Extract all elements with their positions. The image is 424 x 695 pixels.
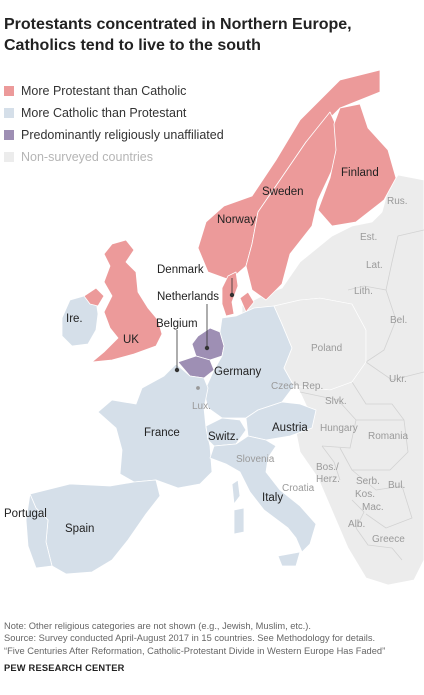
legend-label-catholic: More Catholic than Protestant [21,106,187,120]
label-luxembourg: Lux. [192,401,211,412]
label-romania: Romania [368,431,408,442]
label-italy: Italy [262,492,283,504]
label-albania: Alb. [348,519,365,530]
label-slovakia: Slvk. [325,396,347,407]
label-bosnia-line1: Bos./ [316,462,339,473]
label-russia: Rus. [387,196,408,207]
leader-dot-luxembourg [196,386,200,390]
region-switzerland [205,417,247,447]
legend-swatch-protestant [4,86,14,96]
label-croatia: Croatia [282,483,315,494]
label-germany: Germany [214,366,262,378]
legend-swatch-unaffiliated [4,130,14,140]
label-kosovo: Kos. [355,489,375,500]
label-sweden: Sweden [262,186,304,198]
region-uk [91,239,163,363]
label-france: France [144,427,180,439]
legend-label-protestant: More Protestant than Catholic [21,84,187,98]
footer-brand: PEW RESEARCH CENTER [4,662,125,673]
footer-report: “Five Centuries After Reformation, Catho… [4,645,386,656]
region-sicily [277,551,301,567]
label-belgium: Belgium [156,318,198,330]
region-portugal [25,493,53,569]
label-bosnia: Bos./ Herz. [316,462,342,485]
label-poland: Poland [311,343,342,354]
legend-label-unaffiliated: Predominantly religiously unaffiliated [21,128,224,142]
legend-swatch-non-surveyed [4,152,14,162]
label-serbia: Serb. [356,476,380,487]
label-slovenia: Slovenia [236,454,275,465]
legend-swatch-catholic [4,108,14,118]
legend-item-non-surveyed: Non-surveyed countries [4,146,224,168]
label-latvia: Lat. [366,260,383,271]
chart-title: Protestants concentrated in Northern Eur… [4,16,352,54]
region-denmark [221,271,239,317]
region-corsica [231,479,241,505]
footer: Note: Other religious categories are not… [4,620,422,674]
label-macedonia: Mac. [362,502,384,513]
label-denmark: Denmark [157,264,204,276]
label-czech: Czech Rep. [271,381,323,392]
label-lithuania: Lith. [354,286,373,297]
legend-item-protestant: More Protestant than Catholic [4,80,224,102]
label-uk: UK [123,334,139,346]
label-spain: Spain [65,523,94,535]
label-switzerland: Switz. [208,431,239,443]
label-estonia: Est. [360,232,377,243]
label-ireland: Ire. [66,313,83,325]
region-northern-ireland [83,287,105,307]
label-greece: Greece [372,534,405,545]
region-poland [273,297,367,391]
region-denmark-islands [239,291,255,313]
region-russia-border [299,229,424,561]
label-bosnia-line2: Herz. [316,474,340,485]
label-finland: Finland [341,167,379,179]
region-germany [203,305,295,419]
legend-item-catholic: More Catholic than Protestant [4,102,224,124]
region-sardinia [233,507,245,535]
europe-map: Finland Sweden Norway Denmark Netherland… [4,69,424,586]
label-norway: Norway [217,214,256,226]
region-italy [209,435,317,553]
label-netherlands: Netherlands [157,291,219,303]
region-finland [317,103,397,227]
footer-source: Source: Survey conducted April-August 20… [4,633,376,644]
footer-note: Note: Other religious categories are not… [4,621,311,631]
label-ukraine: Ukr. [389,374,407,385]
leader-dot-netherlands [204,345,210,351]
legend: More Protestant than Catholic More Catho… [4,80,224,168]
leader-dot-belgium [174,367,180,373]
legend-item-unaffiliated: Predominantly religiously unaffiliated [4,124,224,146]
label-austria: Austria [272,422,308,434]
label-portugal: Portugal [4,508,47,520]
label-belarus: Bel. [390,315,407,326]
leader-dot-denmark [229,292,235,298]
label-hungary: Hungary [320,423,358,434]
region-france [97,363,213,489]
region-netherlands [191,327,225,361]
legend-label-non-surveyed: Non-surveyed countries [21,150,154,164]
label-bulgaria: Bul. [388,480,405,491]
